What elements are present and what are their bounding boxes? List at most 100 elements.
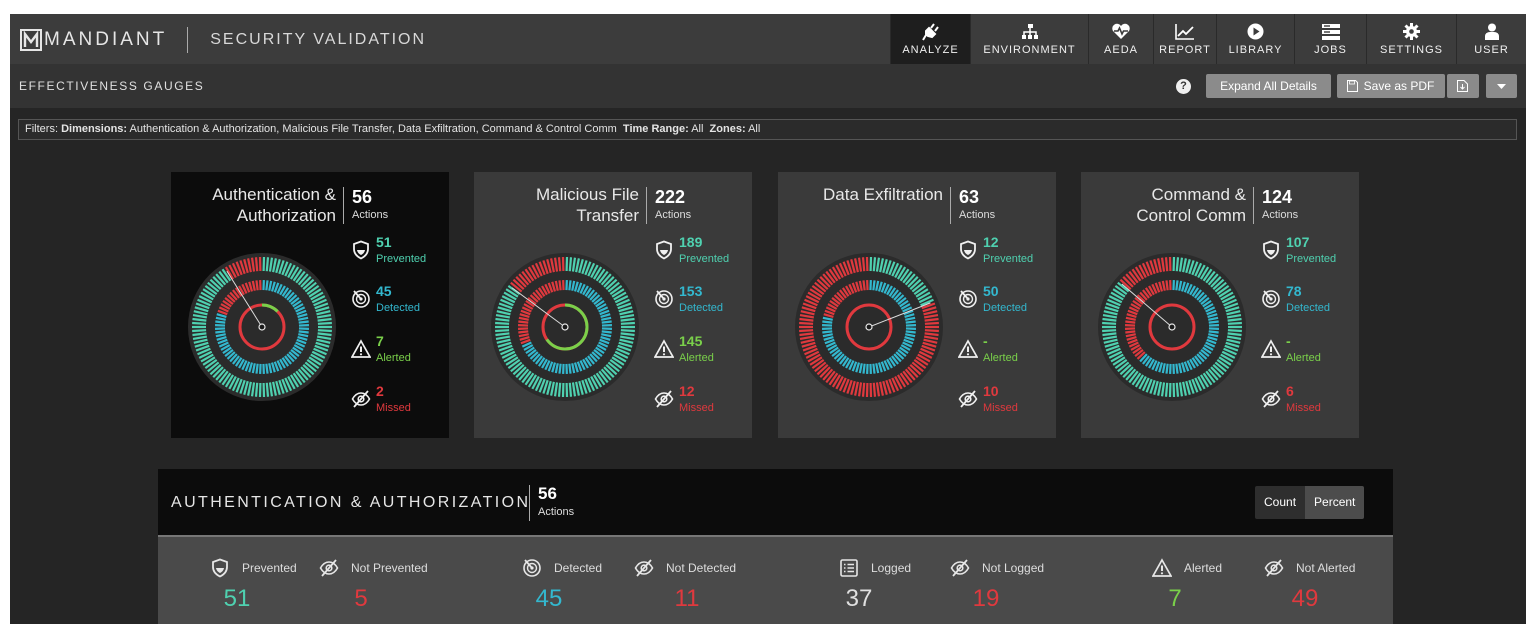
expand-all-details-button[interactable]: Expand All Details bbox=[1206, 74, 1331, 98]
detail-title: AUTHENTICATION & AUTHORIZATION bbox=[171, 494, 531, 511]
brand-divider bbox=[187, 27, 189, 53]
nav-analyze[interactable]: ANALYZE bbox=[890, 14, 970, 64]
gauge-card[interactable]: Authentication & Authorization 56 Actions 5… bbox=[171, 172, 449, 438]
stat-detected-label: Detected bbox=[983, 302, 1028, 314]
stat-prevented-value: 51 bbox=[376, 234, 392, 250]
gauge-ring-detected bbox=[821, 279, 917, 375]
card-divider bbox=[950, 187, 951, 224]
nav-aeda[interactable]: AEDA bbox=[1088, 14, 1153, 64]
card-title: Authentication & Authorization bbox=[212, 185, 336, 225]
dimension-detail-panel: AUTHENTICATION & AUTHORIZATION 56 Action… bbox=[158, 469, 1393, 624]
stat-missed: 6 Missed bbox=[1261, 383, 1356, 423]
radar-icon bbox=[958, 289, 978, 309]
brand-logo[interactable]: MANDIANT SECURITY VALIDATION bbox=[20, 27, 426, 53]
save-as-pdf-button[interactable]: Save as PDF bbox=[1337, 74, 1445, 98]
metric-label-text: Alerted bbox=[1184, 561, 1223, 575]
stat-missed: 12 Missed bbox=[654, 383, 749, 423]
percent-toggle-button[interactable]: Percent bbox=[1305, 486, 1365, 519]
metric-label-text: Not Prevented bbox=[351, 561, 428, 575]
stat-missed-label: Missed bbox=[376, 402, 411, 414]
stat-missed-label: Missed bbox=[679, 402, 714, 414]
export-file-icon bbox=[1457, 80, 1468, 92]
time-range-key: Time Range: bbox=[622, 123, 689, 135]
metric-label-text: Not Logged bbox=[982, 561, 1045, 575]
gauge-needle bbox=[1121, 283, 1173, 328]
metric-label: Not Logged bbox=[950, 558, 1044, 578]
line-chart-icon bbox=[1175, 23, 1195, 41]
warning-icon bbox=[1260, 339, 1282, 359]
nav-jobs-label: JOBS bbox=[1314, 43, 1347, 56]
time-range-value: All bbox=[691, 123, 704, 135]
gauge-ring-prevented bbox=[1102, 256, 1242, 398]
effectiveness-gauge bbox=[795, 253, 943, 401]
warning-icon bbox=[350, 339, 372, 359]
hierarchy-icon bbox=[1021, 23, 1039, 41]
help-icon[interactable]: ? bbox=[1176, 79, 1191, 94]
zones-key: Zones: bbox=[709, 123, 746, 135]
stat-alerted: - Alerted bbox=[957, 333, 1053, 373]
gauge-ring-alerted bbox=[845, 303, 893, 351]
nav-library-label: LIBRARY bbox=[1228, 43, 1283, 56]
radar-icon bbox=[522, 558, 548, 578]
nav-settings[interactable]: SETTINGS bbox=[1366, 14, 1456, 64]
eye-slash-icon bbox=[1261, 389, 1281, 409]
nav-library[interactable]: LIBRARY bbox=[1216, 14, 1294, 64]
gauge-ring-detected bbox=[214, 279, 310, 375]
nav-report[interactable]: REPORT bbox=[1153, 14, 1216, 64]
metric-label: Not Detected bbox=[634, 558, 736, 578]
effectiveness-gauge bbox=[1098, 253, 1246, 401]
eye-slash-icon bbox=[958, 389, 978, 409]
nav-report-label: REPORT bbox=[1159, 43, 1211, 56]
top-nav-bar: MANDIANT SECURITY VALIDATION ANALYZE ENV… bbox=[10, 14, 1526, 64]
product-name: SECURITY VALIDATION bbox=[210, 31, 427, 48]
gauge-ring-detected bbox=[517, 279, 613, 375]
stat-missed-value: 10 bbox=[983, 383, 999, 399]
metric-label-text: Not Detected bbox=[666, 561, 737, 575]
shield-icon bbox=[958, 240, 978, 260]
nav-jobs[interactable]: JOBS bbox=[1294, 14, 1366, 64]
metric-value: 11 bbox=[674, 585, 700, 612]
metric-value: 19 bbox=[972, 585, 1000, 612]
stat-alerted: 7 Alerted bbox=[350, 333, 446, 373]
stat-missed: 2 Missed bbox=[351, 383, 446, 423]
gauge-ring-alerted bbox=[1148, 303, 1196, 351]
nav-environment[interactable]: ENVIRONMENT bbox=[970, 14, 1088, 64]
stat-detected-value: 45 bbox=[376, 283, 392, 299]
page-toolbar: EFFECTIVENESS GAUGES ? Expand All Detail… bbox=[10, 64, 1526, 108]
more-options-dropdown[interactable] bbox=[1486, 74, 1517, 98]
stat-prevented: 107 Prevented bbox=[1261, 234, 1356, 274]
eye-slash-icon bbox=[351, 389, 371, 409]
stat-missed-label: Missed bbox=[983, 402, 1018, 414]
stat-missed: 10 Missed bbox=[958, 383, 1053, 423]
shield-icon bbox=[654, 240, 674, 260]
gauge-card[interactable]: Command & Control Comm 124 Actions 107 Preve… bbox=[1081, 172, 1359, 438]
gauge-card[interactable]: Malicious File Transfer 222 Actions 189 Prev… bbox=[474, 172, 752, 438]
gauge-needle bbox=[226, 270, 263, 328]
stat-prevented-value: 107 bbox=[1286, 234, 1310, 250]
stat-prevented-label: Prevented bbox=[679, 253, 730, 265]
stat-prevented: 51 Prevented bbox=[351, 234, 446, 274]
save-as-pdf-label: Save as PDF bbox=[1363, 79, 1435, 93]
nav-user[interactable]: USER bbox=[1456, 14, 1526, 64]
detail-actions-label: Actions bbox=[538, 506, 575, 518]
warning-icon bbox=[957, 339, 979, 359]
stat-detected-label: Detected bbox=[1286, 302, 1331, 314]
count-toggle-button[interactable]: Count bbox=[1255, 486, 1306, 519]
metric-value: 5 bbox=[354, 585, 368, 612]
metric-value: 49 bbox=[1291, 585, 1319, 612]
stat-prevented: 189 Prevented bbox=[654, 234, 749, 274]
gauge-ring-detected bbox=[1124, 279, 1220, 375]
detail-action-count: 56 bbox=[538, 484, 557, 503]
stat-detected-value: 153 bbox=[679, 283, 703, 299]
stat-detected-label: Detected bbox=[376, 302, 421, 314]
card-action-count: 222 bbox=[655, 187, 686, 207]
gauge-card[interactable]: Data Exfiltration 63 Actions 12 Prevented 50 D… bbox=[778, 172, 1056, 438]
gauge-hub bbox=[865, 323, 873, 331]
export-button[interactable] bbox=[1447, 74, 1479, 98]
card-action-count: 63 bbox=[959, 187, 980, 207]
stat-prevented-label: Prevented bbox=[983, 253, 1034, 265]
card-title: Data Exfiltration bbox=[823, 185, 943, 204]
count-percent-toggle: Count Percent bbox=[1255, 486, 1365, 519]
stat-prevented: 12 Prevented bbox=[958, 234, 1053, 274]
gauge-hub bbox=[561, 323, 569, 331]
